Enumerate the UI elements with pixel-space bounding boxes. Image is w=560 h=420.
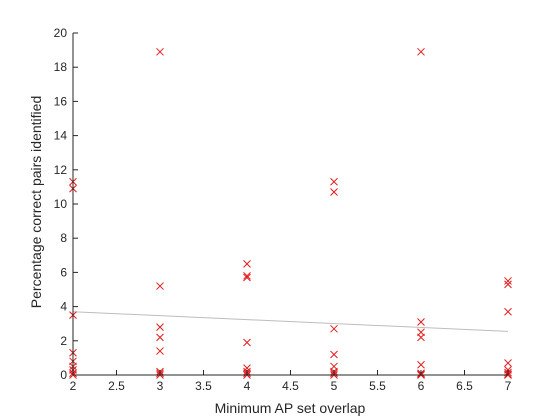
x-tick-label: 2.5 xyxy=(108,379,125,393)
x-tick-label: 6 xyxy=(418,379,425,393)
x-tick-label: 4.5 xyxy=(282,379,299,393)
x-tick-label: 4 xyxy=(244,379,251,393)
y-tick-label: 0 xyxy=(60,368,67,382)
data-point xyxy=(156,323,164,331)
x-tick-label: 3.5 xyxy=(195,379,212,393)
data-point xyxy=(243,338,251,347)
data-point xyxy=(417,333,425,342)
data-point xyxy=(156,282,164,290)
data-point xyxy=(330,350,338,359)
data-point xyxy=(504,307,512,316)
data-point xyxy=(504,280,512,289)
data-point xyxy=(417,360,425,369)
y-tick-label: 20 xyxy=(54,26,68,40)
x-tick-label: 5 xyxy=(331,379,338,393)
data-point xyxy=(330,324,338,333)
data-point xyxy=(243,273,251,282)
x-tick-label: 7 xyxy=(505,379,512,393)
data-point xyxy=(417,47,425,56)
y-tick-label: 10 xyxy=(54,197,68,211)
y-axis-label: Percentage correct pairs identified xyxy=(28,96,44,308)
data-point xyxy=(243,259,251,268)
y-tick-label: 18 xyxy=(54,60,68,74)
y-tick-label: 16 xyxy=(54,94,68,108)
trend-layer xyxy=(72,311,509,332)
y-tick-label: 4 xyxy=(60,300,67,314)
data-point xyxy=(156,47,164,56)
y-tick-label: 12 xyxy=(54,163,68,177)
data-point xyxy=(156,333,164,342)
y-tick-label: 2 xyxy=(60,334,67,348)
data-point xyxy=(243,271,251,280)
data-point xyxy=(330,188,338,196)
x-tick-label: 6.5 xyxy=(456,379,473,393)
y-tick-label: 14 xyxy=(54,129,68,143)
y-tick-label: 8 xyxy=(60,231,67,245)
data-point xyxy=(417,318,425,326)
data-point xyxy=(156,347,164,355)
x-tick-label: 2 xyxy=(70,379,77,393)
data-point xyxy=(504,277,512,285)
data-point xyxy=(330,177,338,186)
trend-line xyxy=(72,311,509,332)
x-tick-label: 3 xyxy=(157,379,164,393)
axes-layer xyxy=(72,33,508,376)
y-tick-label: 6 xyxy=(60,265,67,279)
x-tick-label: 5.5 xyxy=(369,379,386,393)
data-point xyxy=(504,359,512,367)
x-axis-label: Minimum AP set overlap xyxy=(215,400,366,416)
